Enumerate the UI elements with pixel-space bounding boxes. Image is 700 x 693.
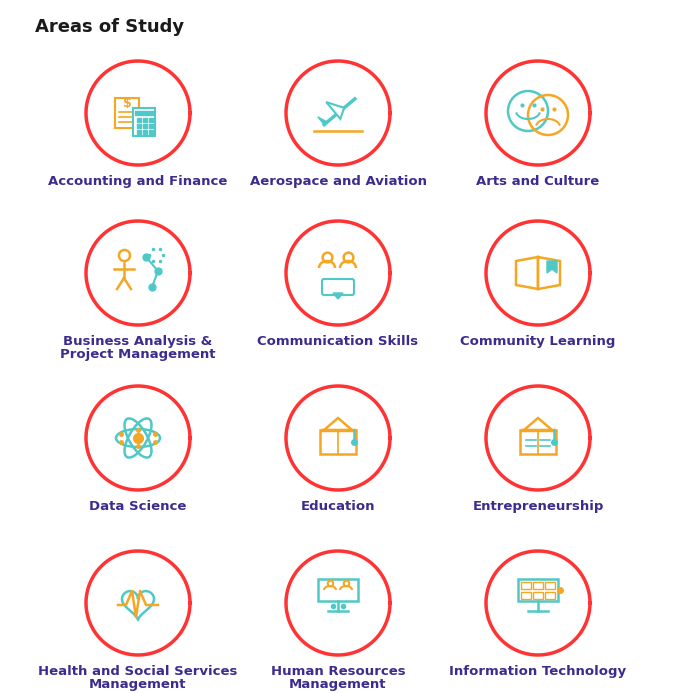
Polygon shape (524, 418, 552, 430)
Polygon shape (547, 261, 557, 273)
Text: Health and Social Services: Health and Social Services (38, 665, 238, 678)
Text: Areas of Study: Areas of Study (35, 18, 184, 36)
Polygon shape (333, 293, 343, 299)
Text: $: $ (122, 98, 132, 110)
Text: Data Science: Data Science (90, 500, 187, 513)
Polygon shape (538, 257, 560, 289)
Bar (320, 430, 356, 454)
Text: Human Resources: Human Resources (271, 665, 405, 678)
Text: Project Management: Project Management (60, 348, 216, 361)
Text: Business Analysis &: Business Analysis & (64, 335, 213, 348)
Text: Management: Management (90, 678, 187, 691)
Polygon shape (326, 102, 344, 119)
Bar (518, 579, 558, 601)
Polygon shape (324, 418, 352, 430)
Text: Community Learning: Community Learning (461, 335, 616, 348)
Text: Aerospace and Aviation: Aerospace and Aviation (249, 175, 426, 188)
Text: Education: Education (301, 500, 375, 513)
Bar (115, 98, 139, 128)
Polygon shape (516, 257, 538, 289)
Bar (520, 430, 556, 454)
Text: Entrepreneurship: Entrepreneurship (473, 500, 603, 513)
Bar (318, 579, 358, 601)
Bar (545, 582, 555, 589)
Text: Accounting and Finance: Accounting and Finance (48, 175, 228, 188)
Bar (533, 592, 543, 599)
Bar (133, 108, 155, 136)
Bar (533, 582, 543, 589)
Text: Information Technology: Information Technology (449, 665, 626, 678)
Text: Arts and Culture: Arts and Culture (477, 175, 600, 188)
Text: Management: Management (289, 678, 386, 691)
Text: Communication Skills: Communication Skills (258, 335, 419, 348)
Bar (545, 592, 555, 599)
Bar (521, 582, 531, 589)
Bar (521, 592, 531, 599)
Polygon shape (318, 117, 328, 125)
